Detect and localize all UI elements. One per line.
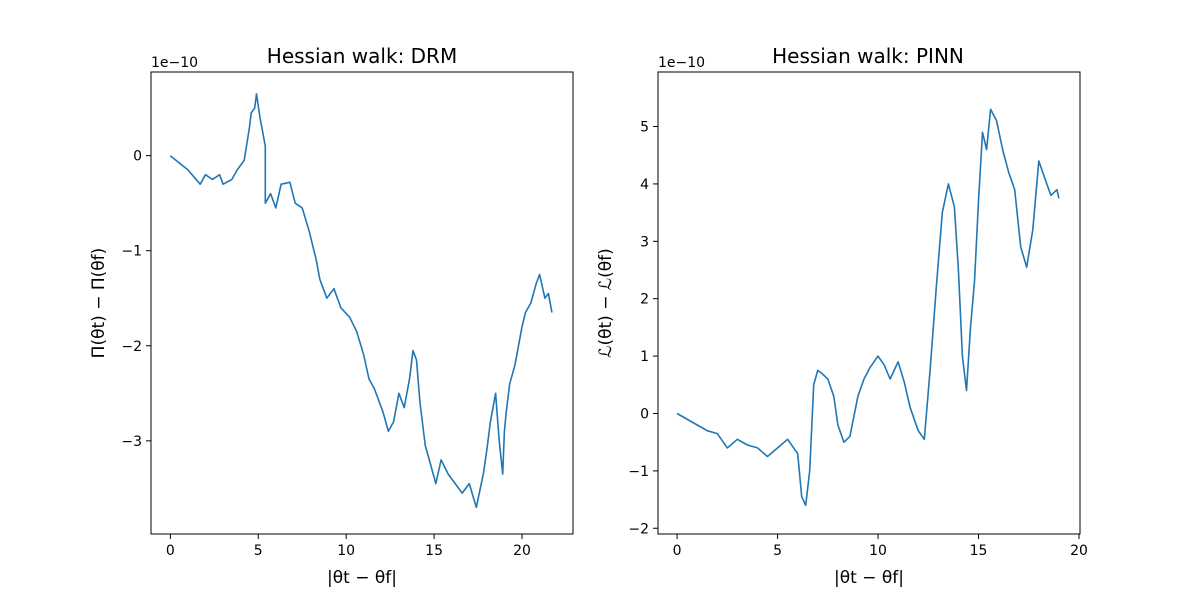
drm-axes: Hessian walk: DRM 1e−10 0 5 10 15 200−1−2−3 … (89, 44, 574, 588)
pinn-axes-frame (657, 71, 1081, 535)
drm-axes-frame (150, 71, 574, 535)
drm-series (169, 93, 553, 509)
pinn-xtick-label: 0 (673, 543, 682, 559)
pinn-xtick-label: 20 (1070, 543, 1088, 559)
pinn-ytick-label: −1 (628, 464, 649, 480)
pinn-ytick-label: 1 (640, 349, 649, 365)
pinn-xlabel: |θt − θf| (834, 568, 904, 588)
drm-xtick-label: 15 (425, 543, 443, 559)
pinn-ytick-label: 2 (640, 292, 649, 308)
drm-ticks: 0 5 10 15 20 0 −1 −2 −3 (121, 149, 531, 559)
drm-ytick-label: −3 (121, 434, 142, 450)
drm-ylabel: Π(θt) − Π(θf) (89, 248, 109, 359)
drm-xtick-label: 0 (166, 543, 175, 559)
pinn-ytick-label: −2 (628, 521, 649, 537)
drm-ytick-label: −2 (121, 339, 142, 355)
pinn-ytick-label: 3 (640, 234, 649, 250)
pinn-ytick-label: 5 (640, 120, 649, 136)
pinn-xtick-label: 5 (773, 543, 782, 559)
pinn-xtick-label: 10 (869, 543, 887, 559)
drm-xtick-label: 10 (337, 543, 355, 559)
pinn-series (676, 108, 1060, 507)
drm-xtick-label: 5 (254, 543, 263, 559)
pinn-title: Hessian walk: PINN (772, 44, 964, 68)
drm-ytick-label: 0 (133, 149, 142, 165)
pinn-ytick-label: 4 (640, 177, 649, 193)
pinn-xtick-label: 15 (970, 543, 988, 559)
pinn-axes: Hessian walk: PINN 1e−10 0 5 10 15 20543210−… (596, 44, 1088, 588)
drm-offset-text: 1e−10 (151, 55, 198, 71)
drm-xtick-label: 20 (513, 543, 531, 559)
drm-title: Hessian walk: DRM (267, 44, 457, 68)
pinn-ytick-label: 0 (640, 406, 649, 422)
drm-xlabel: |θt − θf| (327, 568, 397, 588)
drm-ytick-label: −1 (121, 244, 142, 260)
drm-walk-line (169, 93, 553, 509)
pinn-walk-line (676, 108, 1060, 507)
pinn-offset-text: 1e−10 (658, 55, 705, 71)
pinn-ylabel: ℒ(θt) − ℒ(θf) (596, 248, 616, 358)
